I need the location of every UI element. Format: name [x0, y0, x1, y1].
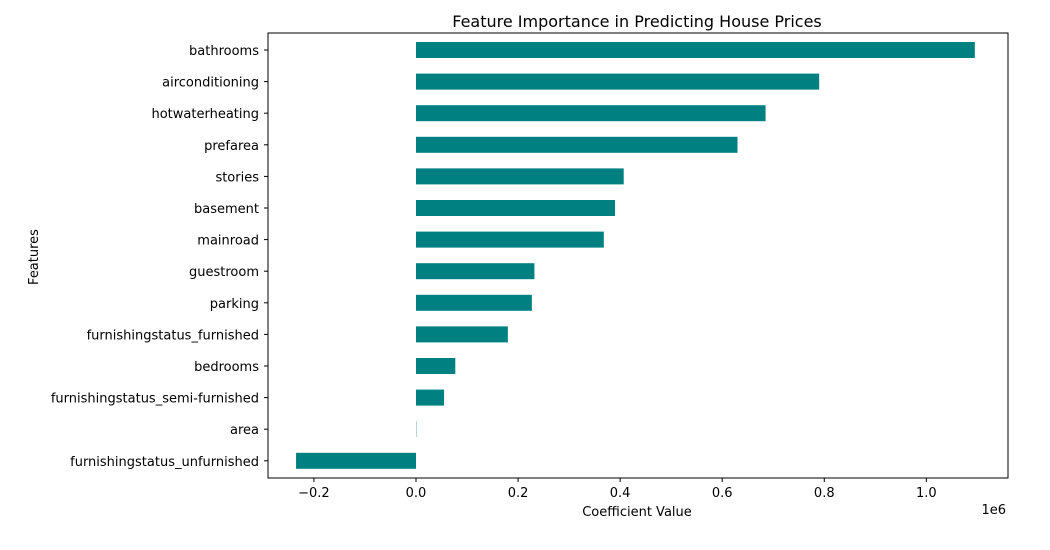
y-tick-label: furnishingstatus_semi-furnished — [51, 392, 259, 407]
x-tick-label: −0.2 — [298, 486, 330, 501]
bar-prefarea — [416, 137, 738, 153]
x-ticks-layer: −0.2 0.0 0.2 0.4 0.6 0.8 1.0 — [298, 478, 937, 501]
y-tick-label: area — [230, 423, 259, 438]
bar-basement — [416, 200, 615, 216]
bar-bathrooms — [416, 42, 975, 58]
plot-frame — [268, 33, 1008, 478]
bar-stories — [416, 168, 624, 184]
x-tick-label: 0.4 — [610, 486, 631, 501]
y-tick-label: parking — [210, 297, 259, 312]
y-tick-label: hotwaterheating — [151, 107, 259, 122]
y-tick-label: airconditioning — [162, 76, 259, 91]
y-tick-label: stories — [215, 170, 259, 185]
y-axis-label: Features — [27, 229, 42, 285]
bar-furnishingstatus_unfurnished — [296, 453, 416, 469]
x-offset-text: 1e6 — [981, 503, 1006, 518]
y-tick-label: prefarea — [204, 139, 259, 154]
y-tick-label: bedrooms — [194, 360, 259, 375]
y-tick-label: bathrooms — [189, 44, 259, 59]
x-axis-label: Coefficient Value — [582, 505, 692, 520]
y-tick-label: guestroom — [189, 265, 259, 280]
y-tick-label: furnishingstatus_furnished — [87, 328, 259, 343]
x-tick-label: 0.6 — [712, 486, 733, 501]
y-tick-label: basement — [194, 202, 259, 217]
y-tick-label: furnishingstatus_unfurnished — [70, 455, 259, 470]
bar-guestroom — [416, 263, 534, 279]
chart-title: Feature Importance in Predicting House P… — [452, 12, 822, 31]
bar-airconditioning — [416, 74, 819, 90]
bars-layer — [296, 42, 975, 469]
x-tick-label: 1.0 — [916, 486, 937, 501]
bar-furnishingstatus_furnished — [416, 326, 508, 342]
bar-mainroad — [416, 232, 604, 248]
bar-parking — [416, 295, 532, 311]
x-tick-label: 0.8 — [814, 486, 835, 501]
x-tick-label: 0.0 — [406, 486, 427, 501]
bar-hotwaterheating — [416, 105, 766, 121]
y-tick-label: mainroad — [197, 234, 259, 249]
bar-bedrooms — [416, 358, 455, 374]
y-ticks-layer: bathrooms airconditioning hotwaterheating p… — [51, 44, 268, 470]
bar-furnishingstatus_semi-furnished — [416, 390, 444, 406]
x-tick-label: 0.2 — [508, 486, 529, 501]
